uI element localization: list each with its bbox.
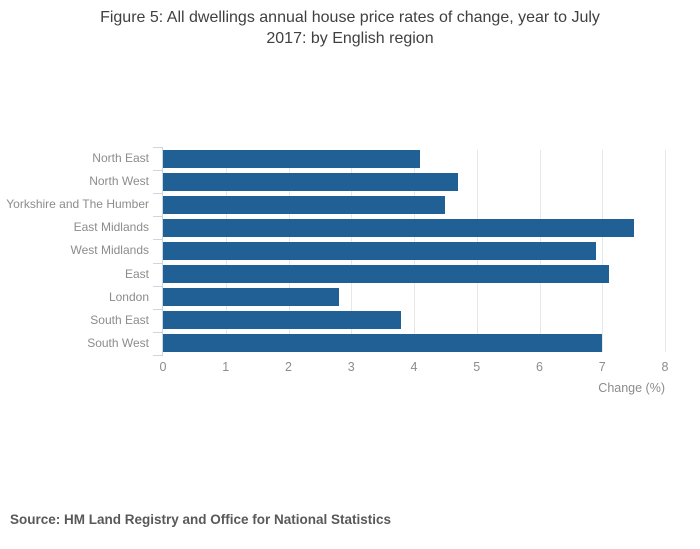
bar (163, 172, 458, 191)
category-label: North East (92, 151, 149, 165)
category-label: Yorkshire and The Humber (6, 197, 149, 212)
bar (163, 265, 609, 284)
x-tick-label: 0 (159, 360, 167, 374)
gridline (665, 150, 666, 352)
x-tick-label: 1 (222, 360, 230, 374)
y-axis-tick (153, 193, 162, 194)
bar (163, 311, 402, 330)
source-note: Source: HM Land Registry and Office for … (10, 512, 392, 527)
chart-title: Figure 5: All dwellings annual house pri… (0, 7, 700, 49)
x-axis-title: Change (%) (598, 381, 665, 395)
y-axis-tick (153, 332, 162, 333)
x-tick-label: 3 (347, 360, 355, 374)
category-label: East (124, 266, 149, 281)
bar (163, 288, 339, 307)
x-tick-label: 2 (285, 360, 292, 374)
category-label: South West (87, 335, 149, 350)
category-label: South East (90, 312, 149, 327)
x-tick-label: 8 (661, 360, 669, 374)
chart-title-line2: 2017: by English region (266, 30, 434, 47)
bar (163, 149, 421, 168)
bar (163, 334, 603, 353)
y-axis-tick (153, 239, 162, 240)
gridline (602, 150, 603, 352)
category-label: London (108, 289, 149, 304)
y-axis-tick (153, 286, 162, 287)
category-label: North West (89, 174, 149, 189)
y-axis-tick (153, 170, 162, 171)
category-label: West Midlands (70, 243, 149, 258)
x-tick-label: 6 (536, 360, 543, 374)
y-axis-line (162, 147, 163, 356)
y-axis-tick (153, 263, 162, 264)
x-tick-label: 5 (473, 360, 481, 374)
y-axis-tick (153, 355, 162, 356)
bar (163, 218, 634, 237)
bar (163, 195, 446, 214)
y-axis-tick (153, 309, 162, 310)
x-tick-label: 7 (598, 360, 606, 374)
bar (163, 242, 596, 260)
category-label: East Midlands (73, 220, 149, 235)
chart-title-line1: Figure 5: All dwellings annual house pri… (100, 9, 600, 26)
y-axis-tick (153, 216, 162, 217)
y-axis-tick (153, 147, 162, 148)
x-tick-label: 4 (410, 360, 418, 374)
